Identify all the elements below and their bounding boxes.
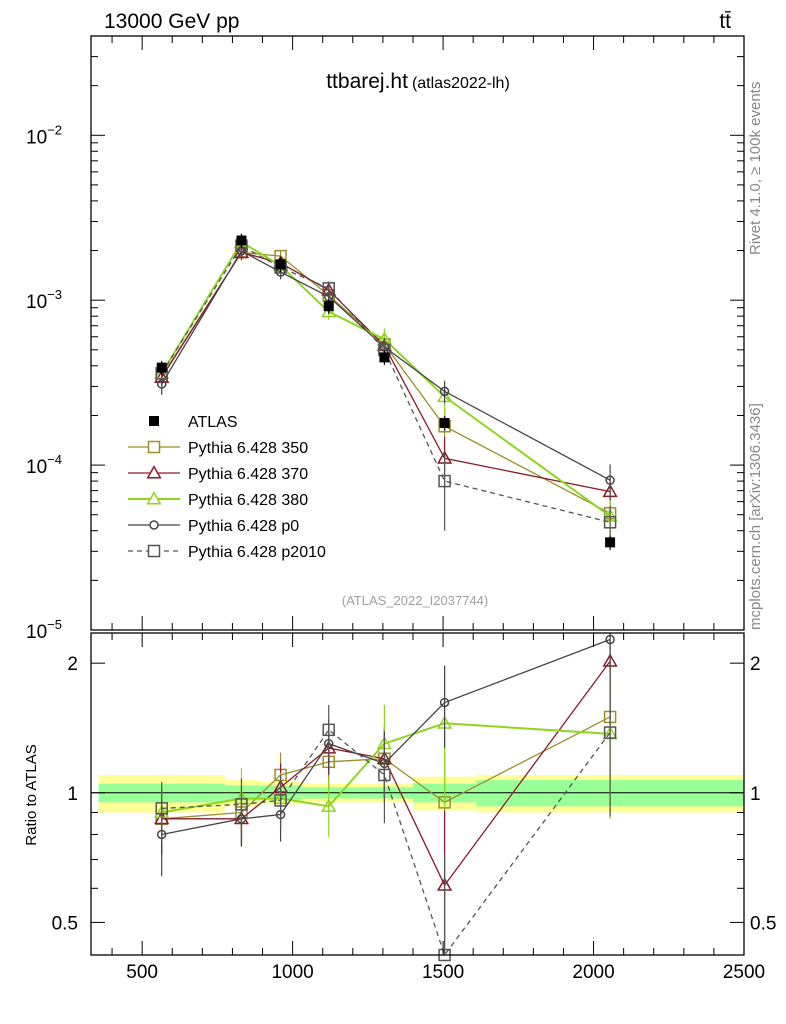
ratio-marker-3-6 [605, 634, 615, 645]
ratio-marker-4-6 [603, 726, 617, 739]
data-point-6 [605, 537, 616, 548]
legend-marker-4 [147, 544, 161, 558]
series-marker-4-5 [438, 474, 451, 488]
ratio-marker-4-2 [274, 794, 287, 807]
ratio-tick-label-left-2: 0.5 [52, 913, 78, 934]
legend-marker-1 [146, 465, 162, 479]
y-tick-base-3: 10 [26, 622, 47, 643]
y-tick-exp-2: −4 [47, 452, 62, 467]
y-tick-label-main-3: 10−5 [26, 617, 62, 643]
ratio-marker-3-5 [439, 697, 450, 708]
ratio-line-1 [161, 660, 611, 887]
ratio-marker-4-3 [322, 723, 335, 737]
legend: ATLAS Pythia 6.428 350 Pythia 6.428 370 Pyt… [128, 414, 326, 561]
plot-title-sub: (atlas2022-lh) [412, 75, 510, 92]
data-point-2 [275, 259, 286, 270]
x-tick-label-2000: 2000 [572, 962, 614, 983]
ratio-tick-label-right-1: 1 [750, 784, 761, 805]
ratio-tick-label-left-1: 1 [67, 784, 78, 805]
header-left: 13000 GeV pp [104, 10, 239, 33]
plot-frames [90, 35, 745, 956]
ratio-marker-2-3 [321, 798, 337, 812]
ratio-ylabel: Ratio to ATLAS [23, 744, 40, 845]
x-tick-label-1500: 1500 [422, 962, 464, 983]
data-point-3 [323, 301, 334, 312]
ratio-marker-4-1 [235, 798, 248, 811]
y-tick-label-main-0: 10−2 [26, 122, 62, 148]
analysis-id: (ATLAS_2022_I2037744) [342, 593, 488, 608]
side-text-top: Rivet 4.1.0, ≥ 100k events [747, 82, 764, 255]
header-right: tt̄ [719, 10, 731, 33]
x-tick-label-2500: 2500 [723, 962, 765, 983]
axis-ticks [91, 35, 745, 955]
ratio-marker-4-0 [155, 802, 168, 815]
legend-label-1: Pythia 6.428 370 [188, 466, 308, 483]
series-marker-3-6 [605, 475, 615, 485]
x-tick-label-1000: 1000 [271, 962, 313, 983]
legend-marker-data [149, 416, 159, 426]
series-marker-4-3 [322, 282, 335, 295]
ratio-marker-4-4 [378, 768, 391, 782]
legend-marker-0 [147, 440, 161, 454]
y-tick-label-main-2: 10−4 [26, 452, 62, 478]
data-point-5 [439, 417, 450, 428]
x-tick-label-500: 500 [126, 962, 158, 983]
main-frame [90, 35, 745, 631]
data-point-4 [379, 352, 390, 363]
data-points [156, 233, 616, 550]
y-tick-exp-3: −5 [47, 617, 62, 632]
y-tick-base-0: 10 [26, 127, 47, 148]
y-tick-label-main-1: 10−3 [26, 287, 62, 313]
legend-marker-2 [146, 491, 162, 505]
plot-title: ttbarej.ht (atlas2022-lh) [326, 70, 510, 93]
ratio-tick-label-left-0: 2 [67, 654, 78, 675]
side-text-bottom: mcplots.cern.ch [arXiv:1306.3436] [747, 403, 764, 630]
legend-marker-3 [149, 520, 159, 530]
legend-label-0: Pythia 6.428 350 [188, 440, 308, 457]
ratio-tick-label-right-0: 2 [750, 654, 761, 675]
data-point-1 [236, 235, 247, 246]
ratio-tick-label-right-2: 0.5 [750, 913, 776, 934]
y-tick-exp-1: −3 [47, 287, 62, 302]
series-marker-4-6 [603, 516, 617, 529]
series-marker-3-5 [439, 386, 450, 397]
legend-label-2: Pythia 6.428 380 [188, 492, 308, 509]
legend-label-3: Pythia 6.428 p0 [188, 518, 299, 535]
data-point-0 [156, 362, 167, 373]
plot-title-main: ttbarej.ht [326, 70, 408, 93]
y-tick-exp-0: −2 [47, 122, 62, 137]
series-group [154, 233, 618, 962]
y-tick-base-2: 10 [26, 457, 47, 478]
legend-label-4: Pythia 6.428 p2010 [188, 544, 326, 561]
legend-label-data: ATLAS [188, 414, 238, 431]
y-tick-base-1: 10 [26, 292, 47, 313]
ratio-frame [90, 632, 745, 956]
